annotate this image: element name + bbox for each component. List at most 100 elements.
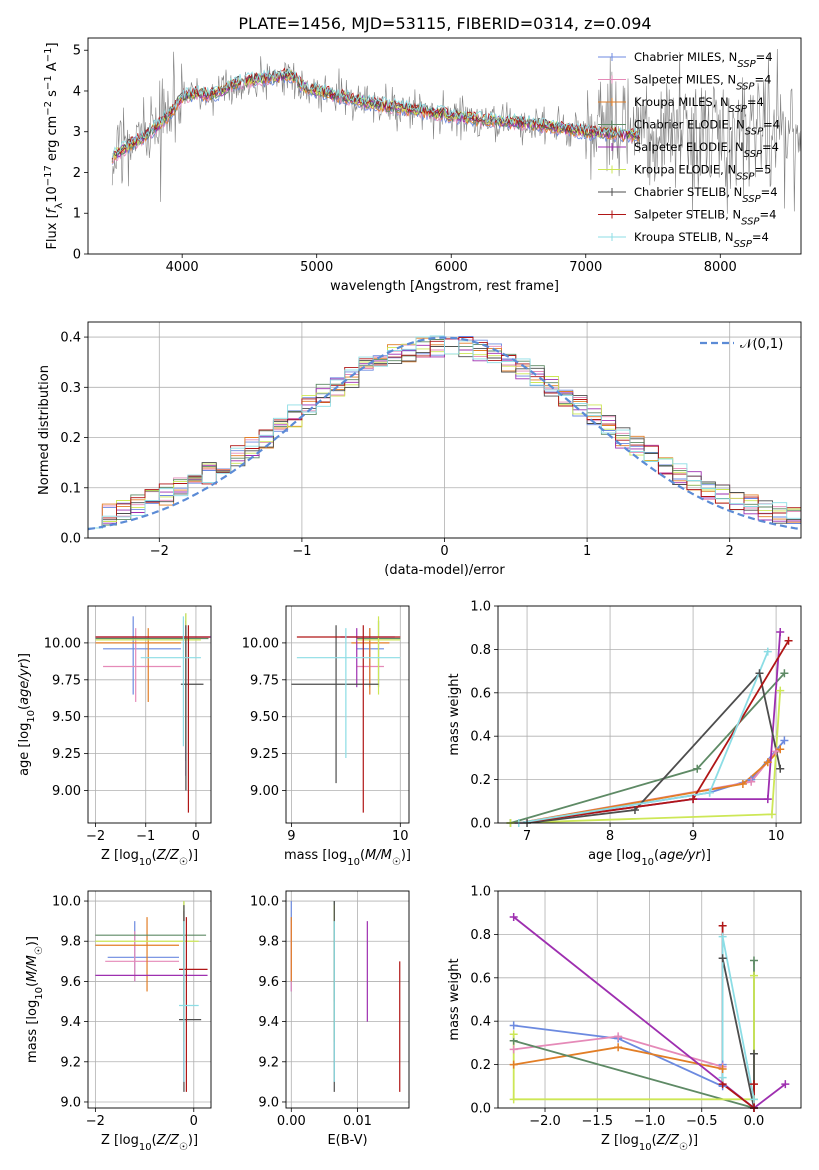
mass-weight-marker	[693, 764, 702, 773]
x-tick-label: 7	[523, 829, 531, 844]
y-tick-label: 0.4	[60, 331, 81, 346]
y-tick-label: 10.0	[52, 895, 81, 910]
y-tick-label: 9.6	[60, 975, 81, 990]
error-bar-point	[105, 931, 180, 982]
legend-label: 𝒩(0,1)	[740, 337, 783, 352]
y-axis-label: mass weight	[447, 673, 462, 755]
residual-histogram	[88, 335, 801, 529]
mass-weight-marker	[630, 805, 639, 814]
y-tick-label: 9.6	[258, 975, 279, 990]
error-bar-point	[296, 628, 401, 759]
error-bar-point	[180, 625, 204, 791]
error-bar-point	[179, 905, 202, 1092]
mass-weight-marker	[614, 1043, 623, 1052]
mass-weight-marker	[718, 954, 727, 963]
x-tick-label: −2	[150, 544, 169, 559]
gaussian-curve	[88, 336, 799, 531]
y-tick-label: 9.2	[258, 1055, 279, 1070]
x-tick-label: 5000	[300, 260, 333, 275]
legend-label: Chabrier MILES, NSSP=4	[634, 50, 773, 70]
spectrum-frame	[87, 37, 802, 255]
x-tick-label: 10	[768, 829, 785, 844]
x-tick-label: 4000	[166, 260, 199, 275]
mass_vs_Z-frame	[87, 890, 212, 1109]
x-tick-label: 9	[689, 829, 697, 844]
y-tick-label: 9.50	[52, 710, 81, 725]
error-bar-point	[95, 613, 209, 761]
mass_vs_ebv-axes: 0.00 0.01 E(B-V)	[277, 891, 409, 1148]
model-spectrum	[111, 72, 640, 165]
x-tick-label: 9	[287, 829, 295, 844]
mass_weight_vs_Z-frame	[497, 890, 802, 1109]
mass-weight-marker	[780, 669, 789, 678]
y-tick-label: 9.50	[250, 710, 279, 725]
mass-weight-marker	[718, 1064, 727, 1073]
y-tick-label: 9.4	[60, 1015, 81, 1030]
mass-weight-marker	[718, 932, 727, 941]
mass-weight-marker	[718, 1073, 727, 1082]
mass-weight-marker	[738, 779, 747, 788]
y-tick-label: 0.6	[470, 971, 491, 986]
x-tick-label: 2	[726, 544, 734, 559]
x-tick-label: 8	[606, 829, 614, 844]
error-bar-point	[296, 625, 401, 813]
legend-label: Salpeter STELIB, NSSP=4	[634, 208, 776, 228]
legend-label: Chabrier STELIB, NSSP=4	[634, 185, 778, 205]
model-spectrum	[111, 68, 640, 159]
x-tick-label: 10	[392, 829, 409, 844]
error-bar-point	[95, 911, 208, 1082]
figure-title: PLATE=1456, MJD=53115, FIBERID=0314, z=0…	[238, 14, 651, 33]
mass-weight-marker	[749, 1049, 758, 1058]
error-bar-point	[95, 628, 181, 702]
y-tick-label: 5	[73, 44, 81, 59]
x-tick-label: 1	[583, 544, 591, 559]
mass-weight-marker	[763, 647, 772, 656]
y-tick-label: 10.00	[44, 636, 81, 651]
mass-weight-marker	[749, 1095, 758, 1104]
y-tick-label: 9.25	[250, 747, 279, 762]
y-tick-label: 0.1	[60, 481, 81, 496]
mass_weight_vs_age-plot-area	[510, 631, 790, 823]
x-tick-label: 0	[440, 544, 448, 559]
y-axis-label: age [log10(age/yr)]	[17, 653, 37, 776]
mass-weight-marker	[776, 686, 785, 695]
mass-weight-marker	[614, 1032, 623, 1041]
error-bar-point	[179, 917, 208, 1092]
y-tick-label: 0.6	[470, 686, 491, 701]
x-axis-label: wavelength [Angstrom, rest frame]	[330, 279, 559, 294]
legend-label: Salpeter ELODIE, NSSP=4	[634, 140, 779, 160]
spectrum-axes: 4000 5000 6000 7000 8000 0 1 2 3 4 5 wavelength [An…	[43, 42, 737, 294]
y-axis-label: Normed distribution	[37, 365, 52, 495]
age_vs_Z-frame	[87, 605, 212, 824]
y-tick-label: 9.00	[250, 784, 279, 799]
y-tick-label: 9.8	[258, 935, 279, 950]
mass-weight-marker	[776, 628, 785, 637]
mass_weight_vs_age-axes: 7 8 9 10 0.0 0.2 0.4 0.6 0.8 1.0 age [log10(age/yr…	[447, 600, 801, 868]
error-bar-point	[103, 616, 181, 695]
mass-weight-line	[518, 750, 777, 823]
y-tick-label: 0.4	[470, 1015, 491, 1030]
x-axis-label: Z [log10(Z/Z☉)]	[101, 848, 198, 868]
age_vs_Z-plot-area	[95, 613, 211, 813]
legend-label: Salpeter MILES, NSSP=4	[634, 73, 771, 93]
y-tick-label: 1.0	[470, 600, 491, 615]
x-axis-label: mass [log10(M/M☉)]	[284, 848, 411, 868]
model-spectrum	[111, 67, 640, 159]
x-tick-label: 7000	[569, 260, 602, 275]
mass-weight-line	[518, 748, 781, 823]
mass_vs_ebv-plot-area	[290, 901, 401, 1092]
legend-label: Kroupa MILES, NSSP=4	[634, 95, 764, 115]
mass-weight-line	[721, 958, 755, 1108]
error-bar-point	[95, 625, 210, 813]
mass-weight-marker	[781, 1080, 790, 1089]
spectrum-legend: Chabrier MILES, NSSP=4 Salpeter MILES, NS…	[598, 50, 780, 250]
y-tick-label: 0.2	[470, 773, 491, 788]
y-tick-label: 0.2	[470, 1058, 491, 1073]
x-tick-label: −1	[292, 544, 311, 559]
error-bar-point	[95, 620, 211, 776]
mass-weight-marker	[718, 921, 727, 930]
x-tick-label: 6000	[435, 260, 468, 275]
y-tick-label: 0.4	[470, 730, 491, 745]
x-tick-label: 0	[190, 1114, 198, 1129]
